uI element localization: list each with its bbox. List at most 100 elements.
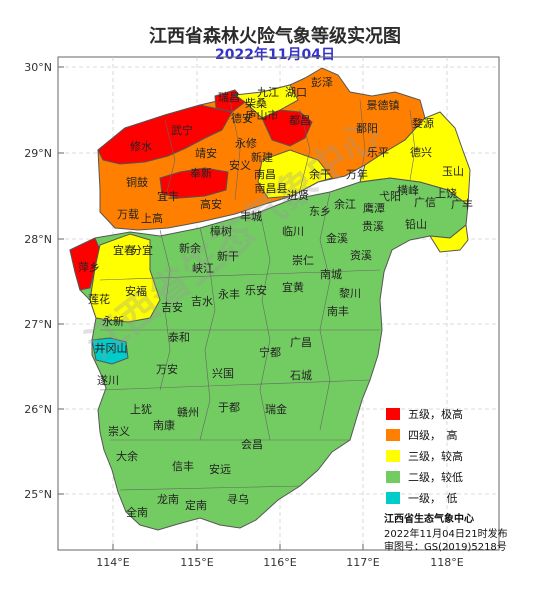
place-label: 九江 bbox=[257, 86, 279, 99]
footer-review-no: 审图号：GS(2019)5218号 bbox=[384, 540, 507, 553]
place-label: 高安 bbox=[200, 197, 222, 211]
legend-item: 五级，极高 bbox=[386, 407, 463, 421]
place-label: 井冈山 bbox=[95, 341, 128, 355]
legend: 五级，极高 四级， 高 三级，较高 二级，较低 一级， 低 bbox=[386, 407, 463, 505]
place-label: 南丰 bbox=[327, 305, 349, 318]
place-label: 樟树 bbox=[210, 224, 232, 238]
place-label: 广昌 bbox=[290, 336, 312, 349]
place-label: 吉安 bbox=[161, 300, 183, 314]
place-label: 贵溪 bbox=[362, 220, 384, 233]
place-label: 宜丰 bbox=[157, 189, 179, 203]
region-level-5 bbox=[97, 104, 233, 165]
place-label: 宁都 bbox=[259, 345, 281, 359]
lat-label: 29°N bbox=[24, 147, 52, 160]
place-label: 乐安 bbox=[245, 283, 267, 297]
lon-label: 115°E bbox=[180, 556, 213, 569]
place-label: 黎川 bbox=[339, 286, 361, 300]
place-label: 寻乌 bbox=[227, 492, 249, 506]
place-label: 彭泽 bbox=[311, 75, 333, 89]
place-label: 南昌县 bbox=[255, 182, 288, 195]
place-label: 峡江 bbox=[192, 261, 214, 275]
region-level-5 bbox=[159, 167, 229, 199]
legend-label: 五级，极高 bbox=[408, 407, 463, 421]
footer-org: 江西省生态气象中心 bbox=[384, 512, 474, 525]
place-label: 崇仁 bbox=[292, 254, 314, 267]
place-label: 靖安 bbox=[195, 146, 217, 160]
place-label: 大余 bbox=[116, 449, 138, 463]
region-level-3 bbox=[233, 84, 299, 119]
legend-label: 一级， 低 bbox=[408, 492, 458, 505]
place-label: 庐山市 bbox=[246, 108, 279, 122]
place-label: 龙南 bbox=[157, 493, 179, 506]
place-label: 湖口 bbox=[285, 86, 307, 99]
legend-swatch bbox=[386, 492, 400, 504]
legend-swatch bbox=[386, 408, 400, 420]
place-label: 鹰潭 bbox=[363, 201, 385, 215]
place-label: 石城 bbox=[290, 369, 312, 382]
legend-label: 二级，较低 bbox=[408, 470, 463, 484]
map-frame bbox=[57, 56, 500, 551]
lat-label: 30°N bbox=[24, 61, 52, 74]
lon-label: 118°E bbox=[430, 556, 463, 569]
place-label: 上犹 bbox=[130, 403, 152, 416]
place-label: 铅山 bbox=[405, 217, 427, 231]
region-level-3 bbox=[257, 149, 333, 199]
place-label: 万年 bbox=[346, 167, 368, 181]
place-label: 吉水 bbox=[191, 295, 213, 308]
place-label: 婺源 bbox=[412, 116, 434, 130]
place-label: 信丰 bbox=[172, 460, 194, 473]
county-boundaries bbox=[99, 99, 416, 491]
place-label: 安福 bbox=[125, 284, 147, 298]
legend-item: 四级， 高 bbox=[386, 428, 458, 442]
legend-item: 三级，较高 bbox=[386, 449, 463, 463]
place-label: 宜黄 bbox=[282, 280, 304, 294]
lat-label: 26°N bbox=[24, 403, 52, 416]
map-date: 2022年11月04日 bbox=[215, 47, 335, 63]
place-label: 玉山 bbox=[442, 165, 464, 178]
place-label: 萍乡 bbox=[78, 261, 100, 274]
place-label: 鄱阳 bbox=[356, 122, 378, 135]
place-label: 横峰 bbox=[397, 183, 419, 197]
lat-label: 27°N bbox=[24, 318, 52, 331]
place-label: 会昌 bbox=[241, 438, 263, 451]
place-label: 景德镇 bbox=[367, 98, 400, 112]
region-level-5 bbox=[261, 109, 313, 147]
place-label: 安远 bbox=[209, 462, 231, 476]
lat-label: 28°N bbox=[24, 233, 52, 246]
lon-label: 114°E bbox=[96, 556, 129, 569]
place-label: 余干 bbox=[309, 167, 331, 181]
place-label: 余江 bbox=[334, 197, 356, 211]
place-label: 安义 bbox=[229, 158, 251, 172]
place-label: 铜鼓 bbox=[126, 175, 148, 189]
place-label: 崇义 bbox=[108, 425, 130, 438]
place-label: 瑞昌 bbox=[218, 90, 240, 104]
place-label: 南城 bbox=[320, 268, 342, 281]
place-label: 武宁 bbox=[171, 123, 193, 137]
place-label: 赣州 bbox=[177, 405, 199, 419]
place-label: 分宜 bbox=[131, 243, 153, 257]
region-level-3 bbox=[359, 111, 471, 206]
place-label: 宜春 bbox=[113, 243, 135, 257]
map-title: 江西省森林火险气象等级实况图 bbox=[149, 26, 401, 47]
place-label: 全南 bbox=[126, 505, 148, 519]
place-label: 新干 bbox=[217, 249, 239, 263]
axis-ticks bbox=[58, 66, 448, 550]
legend-item: 一级， 低 bbox=[386, 492, 458, 505]
place-label: 弋阳 bbox=[379, 190, 401, 203]
place-label: 瑞金 bbox=[265, 402, 287, 416]
lat-label: 25°N bbox=[24, 488, 52, 501]
place-label: 万载 bbox=[117, 208, 139, 221]
legend-swatch bbox=[386, 450, 400, 462]
lon-label: 117°E bbox=[346, 556, 379, 569]
legend-swatch bbox=[386, 471, 400, 483]
place-label: 进贤 bbox=[287, 189, 309, 202]
place-label: 奉新 bbox=[190, 166, 212, 180]
place-label: 广信 bbox=[414, 196, 436, 209]
place-label: 德兴 bbox=[410, 145, 432, 159]
place-label: 定南 bbox=[185, 498, 207, 512]
legend-label: 三级，较高 bbox=[408, 449, 463, 463]
place-label: 永新 bbox=[102, 314, 124, 328]
place-label: 丰城 bbox=[240, 210, 262, 223]
region-level-3 bbox=[429, 224, 469, 253]
